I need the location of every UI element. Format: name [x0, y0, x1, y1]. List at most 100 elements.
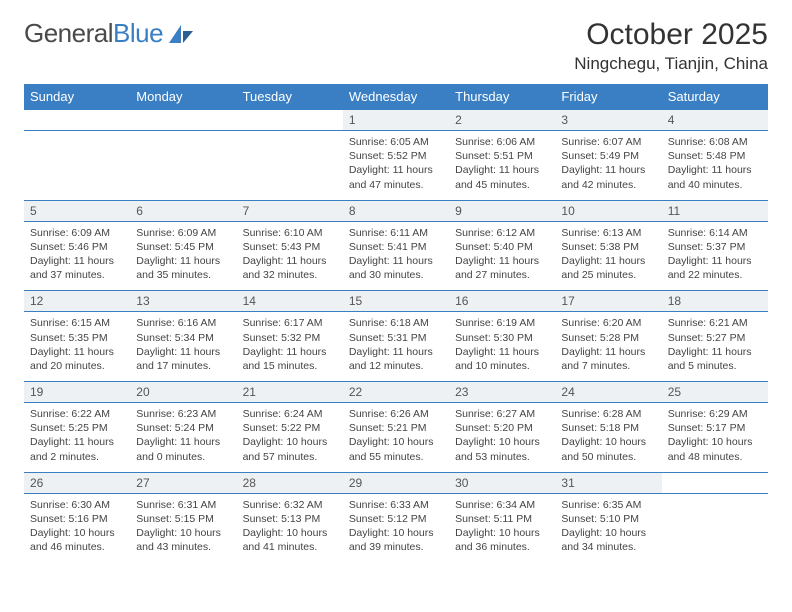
day-cell: Sunrise: 6:07 AMSunset: 5:49 PMDaylight:…: [555, 131, 661, 201]
day-line: Sunset: 5:17 PM: [668, 421, 762, 435]
day-cell: Sunrise: 6:11 AMSunset: 5:41 PMDaylight:…: [343, 221, 449, 291]
day-of-week-row: Sunday Monday Tuesday Wednesday Thursday…: [24, 84, 768, 110]
day-line: Sunrise: 6:35 AM: [561, 498, 655, 512]
daynum-row: 262728293031: [24, 472, 768, 493]
day-number-cell: 27: [130, 472, 236, 493]
day-line: and 55 minutes.: [349, 450, 443, 464]
brand-part2: Blue: [113, 18, 163, 49]
dow-thursday: Thursday: [449, 84, 555, 110]
day-line: Sunrise: 6:09 AM: [136, 226, 230, 240]
day-line: and 17 minutes.: [136, 359, 230, 373]
day-line: Sunrise: 6:30 AM: [30, 498, 124, 512]
day-line: and 45 minutes.: [455, 178, 549, 192]
day-line: Daylight: 11 hours: [243, 254, 337, 268]
day-cell: [24, 131, 130, 201]
day-number-cell: 1: [343, 110, 449, 131]
day-number-cell: 21: [237, 382, 343, 403]
day-number-cell: 2: [449, 110, 555, 131]
day-line: and 40 minutes.: [668, 178, 762, 192]
day-line: Sunrise: 6:05 AM: [349, 135, 443, 149]
day-number-cell: 5: [24, 200, 130, 221]
day-line: Sunrise: 6:11 AM: [349, 226, 443, 240]
day-line: Sunset: 5:16 PM: [30, 512, 124, 526]
day-line: and 7 minutes.: [561, 359, 655, 373]
day-line: Daylight: 10 hours: [136, 526, 230, 540]
day-cell: Sunrise: 6:16 AMSunset: 5:34 PMDaylight:…: [130, 312, 236, 382]
day-line: Sunrise: 6:33 AM: [349, 498, 443, 512]
day-line: Sunset: 5:18 PM: [561, 421, 655, 435]
title-block: October 2025 Ningchegu, Tianjin, China: [574, 18, 768, 74]
day-number-cell: 25: [662, 382, 768, 403]
day-line: Sunset: 5:12 PM: [349, 512, 443, 526]
day-number-cell: 31: [555, 472, 661, 493]
day-line: Daylight: 11 hours: [668, 163, 762, 177]
day-line: Daylight: 11 hours: [136, 435, 230, 449]
daynum-row: 567891011: [24, 200, 768, 221]
daynum-row: 1234: [24, 110, 768, 131]
day-line: and 41 minutes.: [243, 540, 337, 554]
calendar-body: 1234Sunrise: 6:05 AMSunset: 5:52 PMDayli…: [24, 110, 768, 563]
day-line: and 37 minutes.: [30, 268, 124, 282]
day-number-cell: 12: [24, 291, 130, 312]
day-line: Sunset: 5:15 PM: [136, 512, 230, 526]
day-cell: Sunrise: 6:26 AMSunset: 5:21 PMDaylight:…: [343, 403, 449, 473]
day-line: Sunrise: 6:23 AM: [136, 407, 230, 421]
day-cell: Sunrise: 6:34 AMSunset: 5:11 PMDaylight:…: [449, 493, 555, 562]
day-number-cell: 23: [449, 382, 555, 403]
day-line: Sunset: 5:40 PM: [455, 240, 549, 254]
day-line: Daylight: 10 hours: [455, 526, 549, 540]
day-line: Sunset: 5:48 PM: [668, 149, 762, 163]
day-number-cell: 10: [555, 200, 661, 221]
day-cell: Sunrise: 6:23 AMSunset: 5:24 PMDaylight:…: [130, 403, 236, 473]
day-cell: Sunrise: 6:24 AMSunset: 5:22 PMDaylight:…: [237, 403, 343, 473]
day-line: Sunrise: 6:10 AM: [243, 226, 337, 240]
day-line: and 48 minutes.: [668, 450, 762, 464]
week-row: Sunrise: 6:09 AMSunset: 5:46 PMDaylight:…: [24, 221, 768, 291]
day-number-cell: 20: [130, 382, 236, 403]
day-number-cell: [237, 110, 343, 131]
day-line: Sunset: 5:11 PM: [455, 512, 549, 526]
day-cell: Sunrise: 6:15 AMSunset: 5:35 PMDaylight:…: [24, 312, 130, 382]
day-line: Sunset: 5:22 PM: [243, 421, 337, 435]
day-line: Sunrise: 6:31 AM: [136, 498, 230, 512]
day-number-cell: 19: [24, 382, 130, 403]
day-line: Daylight: 11 hours: [136, 254, 230, 268]
day-line: and 36 minutes.: [455, 540, 549, 554]
day-line: Sunset: 5:10 PM: [561, 512, 655, 526]
day-line: Daylight: 11 hours: [349, 163, 443, 177]
day-number-cell: 9: [449, 200, 555, 221]
brand-part1: General: [24, 18, 113, 49]
day-line: and 57 minutes.: [243, 450, 337, 464]
day-cell: Sunrise: 6:12 AMSunset: 5:40 PMDaylight:…: [449, 221, 555, 291]
dow-saturday: Saturday: [662, 84, 768, 110]
day-line: Daylight: 10 hours: [561, 526, 655, 540]
sail-icon: [167, 23, 195, 45]
day-line: and 5 minutes.: [668, 359, 762, 373]
day-line: Sunrise: 6:14 AM: [668, 226, 762, 240]
day-line: Daylight: 10 hours: [30, 526, 124, 540]
day-line: and 50 minutes.: [561, 450, 655, 464]
day-line: Sunrise: 6:13 AM: [561, 226, 655, 240]
day-line: Sunrise: 6:20 AM: [561, 316, 655, 330]
day-line: Sunset: 5:41 PM: [349, 240, 443, 254]
day-line: and 15 minutes.: [243, 359, 337, 373]
day-line: Sunrise: 6:08 AM: [668, 135, 762, 149]
day-line: Sunrise: 6:32 AM: [243, 498, 337, 512]
day-line: Sunset: 5:27 PM: [668, 331, 762, 345]
day-cell: Sunrise: 6:14 AMSunset: 5:37 PMDaylight:…: [662, 221, 768, 291]
month-title: October 2025: [574, 18, 768, 52]
day-line: Daylight: 11 hours: [561, 254, 655, 268]
day-cell: Sunrise: 6:33 AMSunset: 5:12 PMDaylight:…: [343, 493, 449, 562]
day-line: Sunrise: 6:29 AM: [668, 407, 762, 421]
day-line: Daylight: 11 hours: [30, 254, 124, 268]
day-line: and 20 minutes.: [30, 359, 124, 373]
day-number-cell: 8: [343, 200, 449, 221]
dow-sunday: Sunday: [24, 84, 130, 110]
day-line: Daylight: 10 hours: [349, 435, 443, 449]
day-cell: Sunrise: 6:18 AMSunset: 5:31 PMDaylight:…: [343, 312, 449, 382]
day-line: Sunset: 5:24 PM: [136, 421, 230, 435]
day-line: Sunset: 5:51 PM: [455, 149, 549, 163]
day-line: Sunrise: 6:26 AM: [349, 407, 443, 421]
day-line: and 32 minutes.: [243, 268, 337, 282]
day-line: Daylight: 11 hours: [30, 345, 124, 359]
